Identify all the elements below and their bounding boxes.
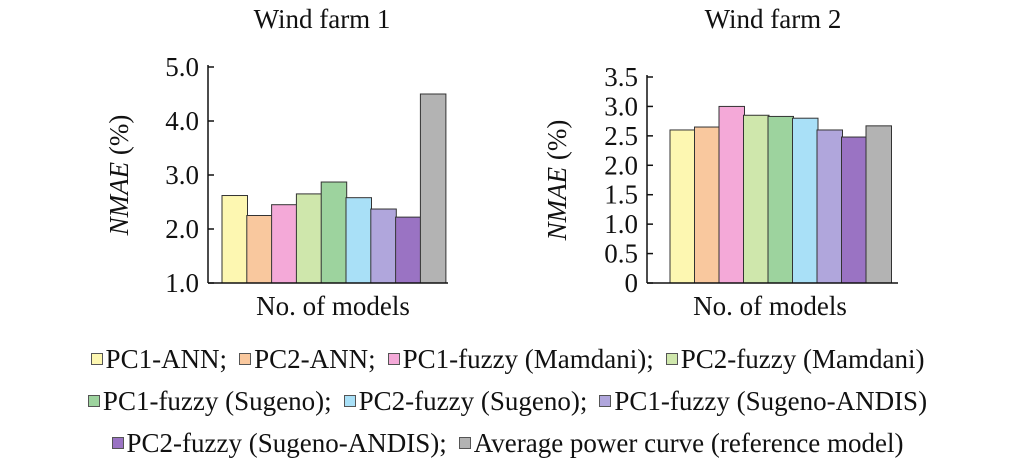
bar-1-9 bbox=[419, 93, 447, 284]
y-tick-label-2-4: 1.5 bbox=[604, 180, 638, 210]
bar-1-1 bbox=[221, 195, 248, 284]
y-tick-label-1-1: 1.0 bbox=[165, 268, 199, 298]
legend-row-1: PC1-ANN; PC2-ANN; PC1-fuzzy (Mamdani); PC2-… bbox=[0, 338, 1015, 380]
legend-swatch bbox=[458, 437, 471, 449]
bar-2-9 bbox=[865, 125, 892, 284]
legend-label: PC1-fuzzy (Mamdani); bbox=[402, 343, 654, 374]
legend-swatch bbox=[87, 395, 100, 407]
bar-2-2 bbox=[694, 126, 721, 284]
y-tick-label-2-5: 2.0 bbox=[604, 150, 638, 180]
chart-title-2: Wind farm 2 bbox=[705, 4, 842, 34]
legend-label: PC2-fuzzy (Sugeno); bbox=[358, 385, 588, 416]
legend-label: PC1-fuzzy (Sugeno-ANDIS) bbox=[614, 385, 928, 416]
bar-2-7 bbox=[816, 129, 843, 284]
legend: PC1-ANN; PC2-ANN; PC1-fuzzy (Mamdani); PC2-… bbox=[0, 338, 1015, 464]
chart-title-1: Wind farm 1 bbox=[254, 4, 391, 34]
legend-swatch bbox=[387, 353, 400, 365]
legend-swatch bbox=[343, 395, 356, 407]
bar-1-8 bbox=[395, 216, 422, 284]
legend-item: PC1-fuzzy (Sugeno); bbox=[87, 385, 332, 417]
y-tick-label-1-3: 3.0 bbox=[165, 160, 199, 190]
legend-swatch bbox=[665, 353, 678, 365]
bar-1-5 bbox=[320, 181, 348, 284]
bar-1-2 bbox=[246, 215, 273, 284]
legend-label: PC1-fuzzy (Sugeno); bbox=[102, 385, 332, 416]
y-tick-label-2-3: 1.0 bbox=[604, 209, 638, 239]
y-tick-label-2-7: 3.0 bbox=[604, 91, 638, 121]
legend-item: PC1-fuzzy (Sugeno-ANDIS) bbox=[599, 386, 927, 417]
legend-label: Average power curve (reference model) bbox=[473, 427, 904, 458]
y-tick-label-1-5: 5.0 bbox=[165, 52, 199, 82]
chart-canvas: Wind farm 1 1.0 2.0 3.0 4.0 5.0 NMAE (%) No. of… bbox=[104, 4, 898, 321]
y-tick-label-1-2: 2.0 bbox=[165, 214, 199, 244]
y-tick-label-2-1: 0 bbox=[625, 268, 639, 298]
y-tick-label-2-8: 3.5 bbox=[604, 62, 638, 92]
bar-1-4 bbox=[295, 193, 323, 284]
x-axis-label-2: No. of models bbox=[693, 291, 847, 321]
legend-swatch bbox=[111, 437, 124, 449]
legend-swatch bbox=[599, 395, 612, 407]
legend-item: PC2-ANN; bbox=[239, 344, 376, 375]
legend-item: PC2-fuzzy (Mamdani) bbox=[665, 343, 925, 375]
x-axis-label-1: No. of models bbox=[256, 291, 410, 321]
y-tick-label-2-6: 2.5 bbox=[604, 121, 638, 151]
legend-row-2: PC1-fuzzy (Sugeno); PC2-fuzzy (Sugeno); PC… bbox=[0, 380, 1015, 422]
legend-item: PC1-fuzzy (Mamdani); bbox=[387, 343, 654, 375]
y-axis-label-2: NMAE (%) bbox=[542, 120, 572, 242]
legend-label: PC2-fuzzy (Sugeno-ANDIS); bbox=[126, 427, 447, 458]
legend-item: PC1-ANN; bbox=[90, 343, 228, 375]
bar-2-1 bbox=[669, 129, 696, 284]
bar-2-4 bbox=[743, 114, 770, 284]
legend-swatch bbox=[239, 353, 252, 365]
bar-1-6 bbox=[345, 197, 372, 284]
bar-2-8 bbox=[841, 136, 868, 284]
bar-1-3 bbox=[271, 204, 298, 284]
legend-label: PC1-ANN; bbox=[105, 343, 228, 374]
bar-2-6 bbox=[792, 117, 819, 284]
legend-swatch bbox=[90, 353, 103, 365]
bar-2-3 bbox=[718, 105, 745, 284]
legend-item: PC2-fuzzy (Sugeno-ANDIS); bbox=[111, 427, 447, 459]
legend-row-3: PC2-fuzzy (Sugeno-ANDIS); Average power c… bbox=[0, 422, 1015, 464]
legend-label: PC2-fuzzy (Mamdani) bbox=[680, 343, 925, 374]
legend-label: PC2-ANN; bbox=[254, 343, 376, 374]
legend-item: PC2-fuzzy (Sugeno); bbox=[343, 385, 588, 417]
y-tick-label-2-2: 0.5 bbox=[604, 239, 638, 269]
bar-1-7 bbox=[370, 208, 397, 284]
y-axis-label-1: NMAE (%) bbox=[104, 115, 134, 237]
legend-item: Average power curve (reference model) bbox=[458, 427, 904, 459]
bar-2-5 bbox=[767, 115, 794, 284]
y-tick-label-1-4: 4.0 bbox=[165, 106, 199, 136]
